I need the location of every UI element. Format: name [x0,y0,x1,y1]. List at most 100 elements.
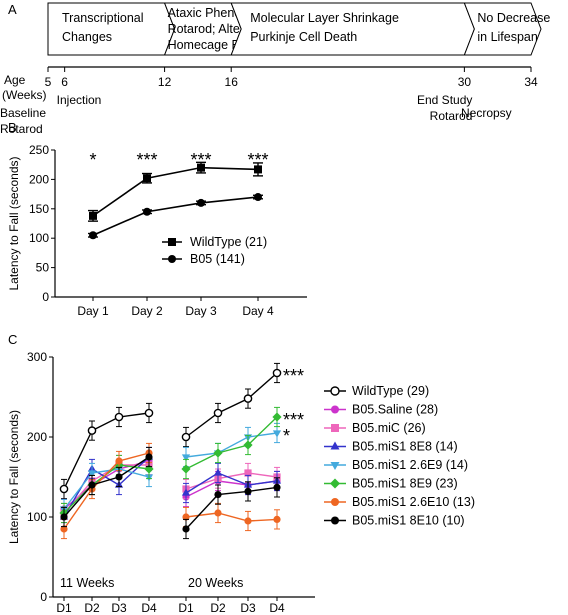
b-legend-label: WildType (21) [190,235,267,249]
timeline-tick-label: 12 [158,75,172,89]
c-series-line [185,416,278,470]
c-legend-marker [330,386,340,396]
timeline-tick-label: 30 [458,75,472,89]
c-significance-label: *** [283,366,304,386]
c-series-line [185,512,278,522]
c-series-line [185,372,278,438]
c-legend-label: B05.miC (26) [352,421,426,435]
c-point [115,457,123,465]
phase-label: Changes [62,30,112,44]
c-point [214,509,222,517]
c-legend-marker [331,516,339,525]
c-series-line [63,456,150,518]
c-point [59,484,69,494]
c-x-tick-label: D3 [240,601,256,615]
c-group-label: 20 Weeks [188,576,243,590]
timeline-event-label: Rotarod [430,109,473,123]
c-significance-label: *** [283,410,304,430]
c-series-line [185,486,278,530]
c-series-line [63,452,150,530]
b-x-tick-label: Day 4 [242,304,274,318]
timeline-event-label: Rotarod [0,122,43,136]
b-point [143,174,151,183]
c-x-tick-label: D2 [210,601,226,615]
b-x-tick-label: Day 1 [77,304,109,318]
panel-label-a: A [8,2,17,17]
timeline-tick-label: 34 [524,75,538,89]
b-series-line [92,166,259,217]
c-legend-label: B05.miS1 8E8 (14) [352,440,458,454]
c-point [88,481,96,489]
c-point [244,517,252,525]
c-y-tick-label: 100 [27,510,47,524]
c-point [182,525,190,533]
b-legend-marker [168,255,176,263]
c-series-line [63,456,150,518]
b-significance-label: *** [247,150,268,170]
b-x-tick-label: Day 2 [131,304,163,318]
c-point [181,454,191,462]
c-point [243,394,253,403]
c-point [115,473,123,481]
c-point [144,408,154,418]
phase-label: Purkinje Cell Death [250,30,357,44]
b-point [254,165,262,174]
timeline-tick-label: 16 [225,75,239,89]
c-point [182,513,190,521]
c-legend-marker [331,424,339,432]
c-series-line [63,464,149,514]
b-y-tick-label: 0 [42,290,49,304]
c-x-tick-label: D2 [84,601,100,615]
timeline-event-label: Baseline [0,106,46,120]
timeline-tick-label: 6 [61,75,68,89]
c-point [273,483,281,491]
c-x-tick-label: D4 [269,601,285,615]
c-legend-marker [330,478,340,489]
b-series-line [92,196,259,236]
c-point [60,513,68,521]
c-point [145,453,153,461]
c-point [213,448,223,458]
b-point [197,198,205,207]
phase-label: in Lifespan [477,30,538,44]
c-point [244,469,252,477]
c-point [273,515,281,524]
b-point [89,231,97,240]
c-series-line [185,472,278,490]
age-unit-label: (Weeks) [2,88,46,102]
c-point [272,412,282,422]
c-point [114,412,124,422]
c-point [243,440,253,450]
c-series-line [63,468,150,510]
c-legend-label: WildType (29) [352,384,429,398]
c-point [244,487,252,495]
b-y-tick-label: 150 [29,202,49,216]
b-legend-label: B05 (141) [190,252,245,266]
b-point [143,207,151,216]
b-x-tick-label: Day 3 [185,304,217,318]
c-point [272,368,282,378]
b-legend-marker [168,238,176,246]
panel-label-c: C [8,332,17,347]
timeline-tick-label: 5 [45,75,52,89]
c-x-tick-label: D4 [141,601,157,615]
c-legend-marker [331,498,339,506]
c-series-line [185,472,278,494]
c-legend-label: B05.Saline (28) [352,403,438,417]
b-y-tick-label: 100 [29,231,49,245]
c-point [87,470,97,478]
panel-label-b: B [8,120,17,135]
phase-label: Rotarod; Altered [168,22,258,36]
c-point [87,426,97,435]
b-significance-label: * [89,150,96,170]
c-legend-marker [331,405,339,414]
c-y-tick-label: 0 [40,590,47,604]
timeline-event-label: End Study [417,93,472,107]
c-y-axis-label: Latency to Fall (seconds) [7,410,21,544]
b-y-tick-label: 50 [36,261,50,275]
b-y-tick-label: 250 [29,143,49,157]
b-significance-label: *** [136,150,157,170]
c-group-label: 11 Weeks [60,576,114,590]
c-series-line [185,432,278,458]
